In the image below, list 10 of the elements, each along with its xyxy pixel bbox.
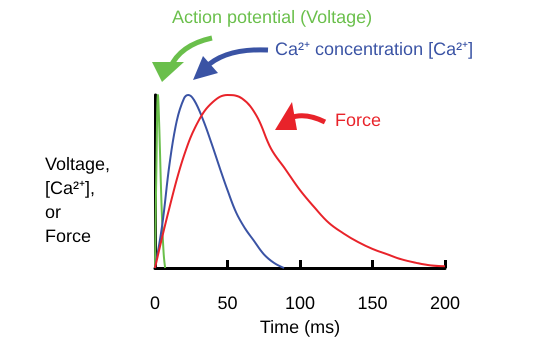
x-tick-label: 200 <box>430 293 460 313</box>
y-axis-title: Voltage, [Ca²⁺], or Force <box>45 154 110 246</box>
legend-label: Ca²⁺ concentration [Ca²⁺] <box>275 39 474 59</box>
x-tick-label: 50 <box>217 293 238 313</box>
text: Action potential (Voltage) <box>172 7 372 27</box>
x-tick-label: 100 <box>284 293 316 313</box>
x-tick-label: 0 <box>150 293 160 313</box>
x-axis-title: Time (ms) <box>260 317 340 337</box>
legend-label: Force <box>335 110 382 130</box>
x-tick-label: 150 <box>357 293 388 313</box>
